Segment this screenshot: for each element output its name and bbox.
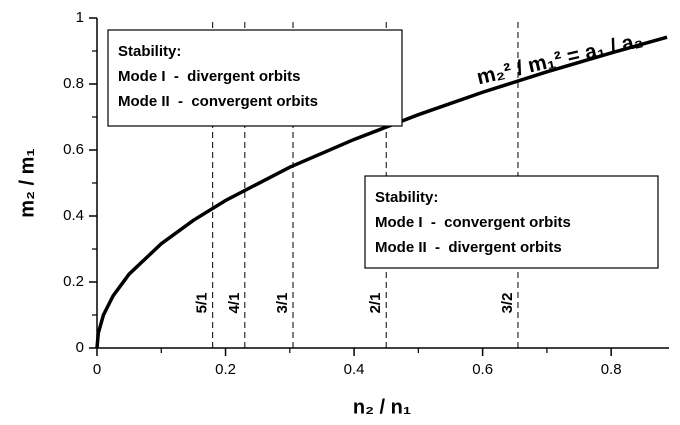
box-text: Mode II - convergent orbits <box>118 93 318 110</box>
x-tick-label: 0.8 <box>601 361 622 378</box>
x-tick-label: 0.2 <box>215 361 236 378</box>
box-text: Mode II - divergent orbits <box>375 239 562 256</box>
y-tick-label: 1 <box>76 9 84 26</box>
box-text: Stability: <box>375 189 438 206</box>
y-axis-label: m₂ / m₁ <box>16 148 38 217</box>
legend-box <box>364 175 659 269</box>
x-axis-label: n₂ / n₁ <box>353 396 411 418</box>
resonance-label: 2/1 <box>367 293 384 314</box>
x-tick-label: 0.4 <box>344 361 365 378</box>
y-tick-label: 0.2 <box>63 273 84 290</box>
y-tick-label: 0.4 <box>63 207 84 224</box>
y-tick-label: 0.6 <box>63 141 84 158</box>
box-text: Stability: <box>118 43 181 60</box>
y-tick-label: 0 <box>76 339 84 356</box>
resonance-label: 4/1 <box>226 293 243 314</box>
resonance-label: 5/1 <box>194 293 211 314</box>
y-tick-label: 0.8 <box>63 75 84 92</box>
box-text: Mode I - divergent orbits <box>118 68 301 85</box>
box-text: Mode I - convergent orbits <box>375 214 571 231</box>
x-tick-label: 0.6 <box>472 361 493 378</box>
curve-label: m₂² / m₁² = a₁ / a₂ <box>475 29 645 90</box>
legend-box <box>107 29 403 127</box>
resonance-label: 3/2 <box>499 293 516 314</box>
x-tick-label: 0 <box>93 361 101 378</box>
resonance-label: 3/1 <box>274 293 291 314</box>
curve <box>95 35 668 349</box>
